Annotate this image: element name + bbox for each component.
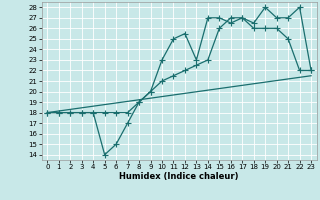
X-axis label: Humidex (Indice chaleur): Humidex (Indice chaleur)	[119, 172, 239, 181]
